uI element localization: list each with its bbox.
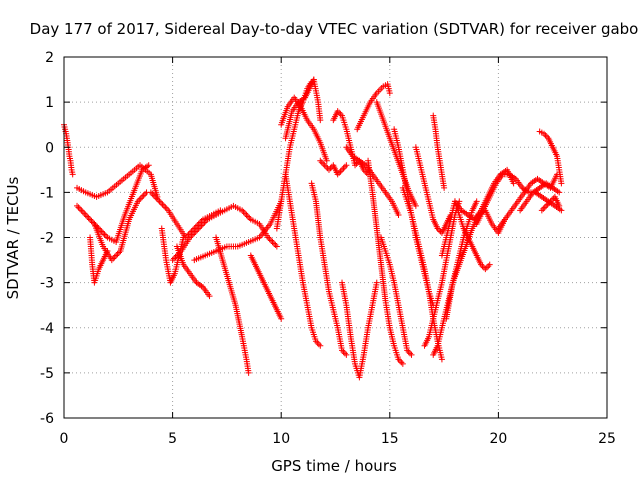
- data-point: [556, 202, 563, 209]
- series-t14: [282, 76, 324, 142]
- series-t7: [158, 225, 187, 286]
- data-point: [343, 162, 350, 169]
- series-t20: [339, 279, 380, 381]
- x-tick-label: 10: [272, 431, 290, 447]
- series-t11: [213, 234, 252, 376]
- data-point: [273, 243, 280, 250]
- series-t8: [169, 202, 280, 264]
- data-point: [343, 351, 350, 358]
- data-point: [473, 198, 480, 205]
- y-tick-label: -2: [40, 231, 54, 247]
- series-t18: [317, 157, 350, 178]
- y-tick-label: 0: [45, 140, 54, 156]
- data-point: [373, 279, 380, 286]
- x-tick-label: 25: [598, 431, 616, 447]
- y-tick-label: 2: [45, 50, 54, 66]
- data-point: [278, 315, 285, 322]
- data-point: [395, 211, 402, 218]
- y-tick-label: -3: [40, 276, 54, 292]
- data-point: [323, 157, 330, 164]
- series-t4: [74, 189, 150, 264]
- y-tick-label: -4: [40, 321, 54, 337]
- y-tick-label: -6: [40, 411, 54, 427]
- data-point: [317, 342, 324, 349]
- y-tick-label: 1: [45, 95, 54, 111]
- data-point: [69, 171, 76, 178]
- series-t25: [378, 234, 415, 358]
- y-axis-label: SDTVAR / TECUs: [4, 176, 22, 299]
- series-t32: [438, 198, 493, 273]
- data-point: [486, 261, 493, 268]
- data-point: [386, 90, 393, 97]
- data-point: [558, 180, 565, 187]
- grid-lines: [64, 57, 607, 418]
- x-tick-label: 0: [60, 431, 69, 447]
- x-axis-label: GPS time / hours: [271, 457, 397, 475]
- series-t29: [430, 112, 448, 191]
- data-point: [438, 356, 445, 363]
- data-point: [317, 117, 324, 124]
- data-point: [104, 248, 111, 255]
- data-point: [408, 351, 415, 358]
- series-t39: [538, 193, 563, 214]
- series-t10: [191, 198, 285, 264]
- series-t12: [247, 252, 285, 322]
- data-point: [556, 189, 563, 196]
- data-point: [245, 369, 252, 376]
- series-t9: [173, 243, 213, 300]
- x-tick-label: 20: [489, 431, 507, 447]
- series-t21: [354, 81, 393, 133]
- data-point: [558, 207, 565, 214]
- x-tick-label: 5: [168, 431, 177, 447]
- data-point: [441, 184, 448, 191]
- y-tick-label: -5: [40, 366, 54, 382]
- y-tick-label: -1: [40, 185, 54, 201]
- data-points: [61, 76, 565, 381]
- series-t23: [365, 157, 406, 367]
- series-t37: [517, 180, 563, 214]
- x-tick-label: 15: [381, 431, 399, 447]
- chart-title: Day 177 of 2017, Sidereal Day-to-day VTE…: [30, 20, 639, 38]
- series-t5: [87, 234, 111, 286]
- series-t3: [87, 162, 152, 246]
- data-point: [412, 202, 419, 209]
- series-t15: [278, 94, 330, 164]
- series-t16: [282, 171, 324, 349]
- data-point: [145, 162, 152, 169]
- series-t17: [308, 180, 350, 358]
- data-point: [206, 293, 213, 300]
- data-point: [510, 180, 517, 187]
- data-point: [399, 360, 406, 367]
- series-t38: [536, 128, 565, 187]
- data-point: [180, 234, 187, 241]
